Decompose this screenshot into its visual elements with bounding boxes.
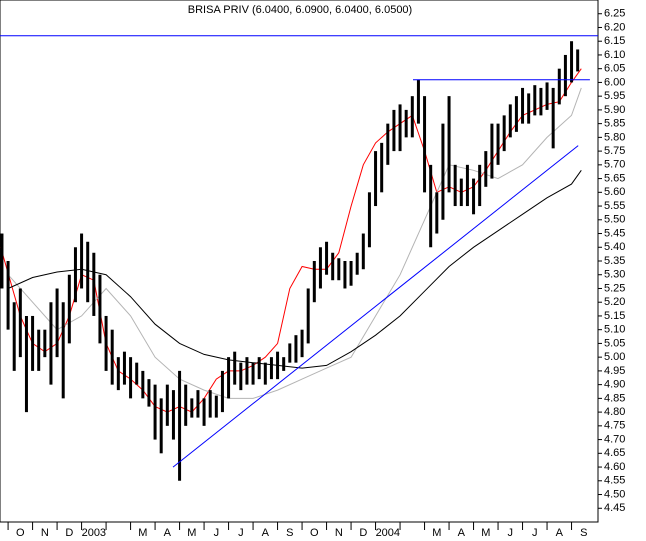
y-tick-label: 6.25 bbox=[604, 8, 625, 20]
x-tick-label: A bbox=[458, 527, 466, 539]
x-tick-label: A bbox=[262, 527, 270, 539]
plot-frame bbox=[0, 0, 599, 523]
x-tick-label: 2003 bbox=[82, 527, 106, 539]
x-tick-label: J bbox=[214, 527, 220, 539]
y-tick-label: 4.75 bbox=[604, 420, 625, 432]
x-tick-label: O bbox=[16, 527, 25, 539]
y-tick-label: 5.80 bbox=[604, 131, 625, 143]
y-tick-label: 4.70 bbox=[604, 433, 625, 445]
y-tick-label: 6.15 bbox=[604, 35, 625, 47]
x-tick-label: S bbox=[286, 527, 293, 539]
y-tick-label: 5.50 bbox=[604, 214, 625, 226]
x-tick-label: D bbox=[65, 527, 73, 539]
x-tick-label: N bbox=[335, 527, 343, 539]
x-tick-label: A bbox=[556, 527, 564, 539]
x-tick-label: J bbox=[238, 527, 244, 539]
x-tick-label: M bbox=[432, 527, 441, 539]
y-tick-label: 5.25 bbox=[604, 282, 625, 294]
trend-line bbox=[172, 145, 579, 468]
y-tick-label: 6.05 bbox=[604, 63, 625, 75]
y-tick-label: 5.30 bbox=[604, 269, 625, 281]
x-tick-label: J bbox=[532, 527, 538, 539]
moving-average bbox=[0, 68, 582, 413]
y-tick-label: 5.75 bbox=[604, 145, 625, 157]
y-tick-label: 4.95 bbox=[604, 365, 625, 377]
chart-title: BRISA PRIV (6.0400, 6.0900, 6.0400, 6.05… bbox=[188, 4, 412, 16]
y-tick-label: 5.95 bbox=[604, 90, 625, 102]
y-tick-label: 4.90 bbox=[604, 379, 625, 391]
x-tick-label: D bbox=[359, 527, 367, 539]
x-tick-label: N bbox=[41, 527, 49, 539]
y-tick-label: 4.55 bbox=[604, 475, 625, 487]
y-tick-label: 5.10 bbox=[604, 324, 625, 336]
x-tick-label: O bbox=[310, 527, 319, 539]
y-tick-label: 5.40 bbox=[604, 241, 625, 253]
x-tick-label: M bbox=[187, 527, 196, 539]
y-tick-label: 5.00 bbox=[604, 351, 625, 363]
x-tick-label: 2004 bbox=[376, 527, 400, 539]
y-tick-label: 6.20 bbox=[604, 21, 625, 33]
y-tick-label: 5.60 bbox=[604, 186, 625, 198]
y-tick-label: 5.35 bbox=[604, 255, 625, 267]
y-tick-label: 4.60 bbox=[604, 461, 625, 473]
y-tick-label: 4.65 bbox=[604, 447, 625, 459]
x-tick-label: M bbox=[138, 527, 147, 539]
y-tick-label: 5.05 bbox=[604, 337, 625, 349]
moving-average bbox=[7, 87, 582, 399]
y-tick-label: 5.55 bbox=[604, 200, 625, 212]
y-tick-label: 5.85 bbox=[604, 118, 625, 130]
y-tick-label: 4.80 bbox=[604, 406, 625, 418]
x-tick-label: M bbox=[481, 527, 490, 539]
x-tick-label: S bbox=[580, 527, 587, 539]
y-tick-label: 5.15 bbox=[604, 310, 625, 322]
y-tick-label: 4.45 bbox=[604, 502, 625, 514]
y-tick-label: 5.70 bbox=[604, 159, 625, 171]
y-tick-label: 4.50 bbox=[604, 488, 625, 500]
y-tick-label: 5.90 bbox=[604, 104, 625, 116]
x-tick-label: A bbox=[164, 527, 172, 539]
y-tick-label: 5.45 bbox=[604, 227, 625, 239]
moving-average bbox=[7, 170, 582, 369]
y-tick-label: 6.00 bbox=[604, 76, 625, 88]
y-tick-label: 5.20 bbox=[604, 296, 625, 308]
y-tick-label: 6.10 bbox=[604, 49, 625, 61]
y-tick-label: 5.65 bbox=[604, 172, 625, 184]
y-tick-label: 4.85 bbox=[604, 392, 625, 404]
x-tick-label: J bbox=[508, 527, 514, 539]
